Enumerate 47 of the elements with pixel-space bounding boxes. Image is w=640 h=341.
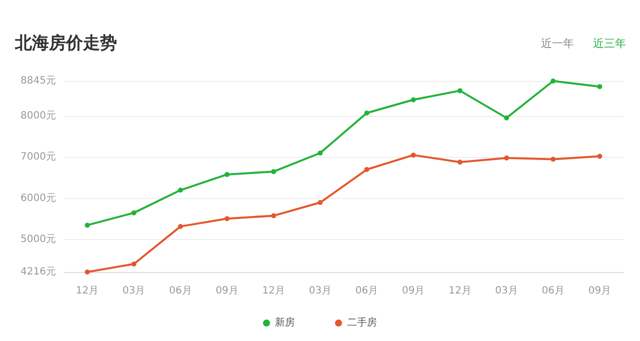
x-tick-label: 03月: [122, 286, 146, 296]
x-tick-label: 12月: [262, 286, 285, 296]
point: [318, 150, 323, 156]
point: [550, 78, 556, 84]
point: [224, 216, 230, 222]
point: [271, 169, 276, 174]
y-tick-label: 8000元: [20, 110, 56, 122]
point: [178, 224, 183, 229]
y-tick-label: 4216元: [20, 266, 56, 278]
point: [364, 167, 370, 172]
point: [457, 88, 462, 94]
point: [131, 210, 136, 216]
x-tick-label: 09月: [402, 286, 425, 296]
point: [224, 172, 230, 177]
point: [410, 97, 416, 102]
x-tick-label: 12月: [76, 286, 99, 296]
point: [550, 156, 556, 162]
x-tick-label: 03月: [495, 286, 518, 296]
point: [597, 84, 602, 90]
legend-label: 新房: [275, 316, 295, 328]
point: [318, 200, 323, 206]
x-tick-label: 06月: [355, 286, 378, 296]
x-tick-label: 06月: [169, 286, 192, 296]
point: [178, 188, 183, 193]
text: 近三年: [593, 37, 626, 50]
x-tick-label: 09月: [588, 286, 612, 296]
point: [84, 270, 90, 274]
point: [84, 222, 90, 228]
point: [364, 110, 370, 116]
point: [457, 160, 462, 165]
y-tick-label: 8845元: [20, 76, 56, 86]
point: [504, 155, 510, 160]
point: [131, 261, 136, 266]
chart-title: 北海房价走势: [14, 34, 117, 54]
point: [504, 115, 510, 120]
y-tick-label: 6000元: [20, 192, 56, 204]
y-tick-label: 7000元: [20, 152, 56, 163]
point: [410, 152, 416, 158]
x-tick-label: 12月: [448, 286, 472, 296]
x-tick-label: 03月: [308, 286, 332, 296]
point: [271, 213, 276, 218]
legend-label: 二手房: [347, 316, 377, 328]
text: 近一年: [541, 37, 574, 50]
y-tick-label: 5000元: [20, 234, 56, 246]
point: [597, 154, 602, 159]
x-tick-label: 09月: [216, 286, 238, 296]
x-tick-label: 06月: [542, 286, 564, 296]
